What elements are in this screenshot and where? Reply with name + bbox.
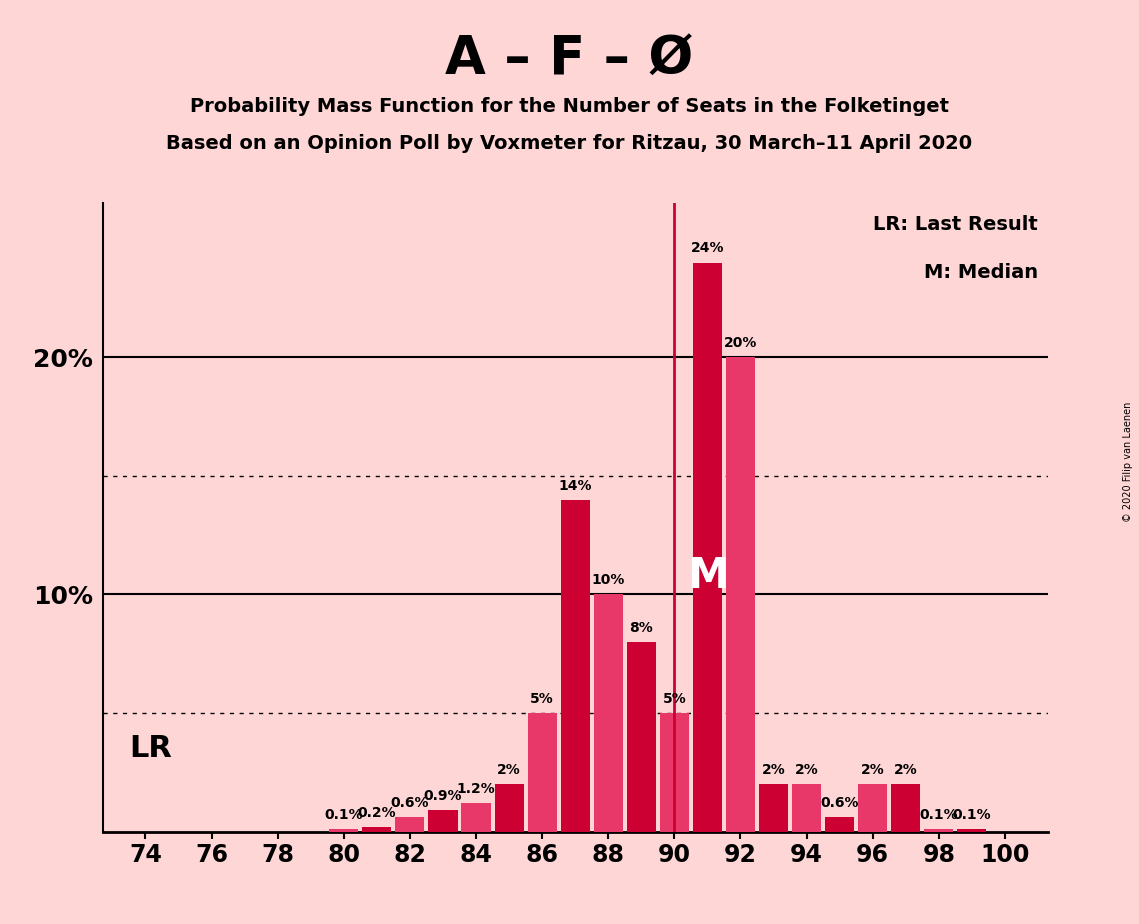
Text: LR: LR [129, 734, 172, 763]
Text: 5%: 5% [663, 692, 686, 706]
Text: 2%: 2% [762, 763, 786, 777]
Text: 14%: 14% [558, 479, 592, 492]
Text: 10%: 10% [591, 574, 625, 588]
Bar [494, 784, 524, 832]
Text: 0.1%: 0.1% [325, 808, 363, 822]
Text: M: Median: M: Median [924, 262, 1038, 282]
Text: 20%: 20% [723, 336, 757, 350]
Text: 0.2%: 0.2% [358, 806, 396, 820]
Bar [659, 713, 689, 832]
Bar [428, 810, 458, 832]
Bar [792, 784, 821, 832]
Text: 2%: 2% [894, 763, 918, 777]
Text: 8%: 8% [630, 621, 653, 635]
Text: 5%: 5% [531, 692, 554, 706]
Text: 1.2%: 1.2% [457, 782, 495, 796]
Text: Probability Mass Function for the Number of Seats in the Folketinget: Probability Mass Function for the Number… [190, 97, 949, 116]
Text: 2%: 2% [861, 763, 885, 777]
Text: M: M [687, 554, 728, 597]
Text: 0.6%: 0.6% [391, 796, 429, 810]
Text: Based on an Opinion Poll by Voxmeter for Ritzau, 30 March–11 April 2020: Based on an Opinion Poll by Voxmeter for… [166, 134, 973, 153]
Text: 0.1%: 0.1% [919, 808, 958, 822]
Bar [461, 803, 491, 832]
Bar [593, 594, 623, 832]
Text: © 2020 Filip van Laenen: © 2020 Filip van Laenen [1123, 402, 1132, 522]
Bar [957, 829, 986, 832]
Text: 24%: 24% [690, 241, 724, 255]
Bar [726, 358, 755, 832]
Text: 0.9%: 0.9% [424, 789, 462, 803]
Text: 0.6%: 0.6% [820, 796, 859, 810]
Text: 2%: 2% [498, 763, 521, 777]
Bar [825, 818, 854, 832]
Bar [329, 829, 359, 832]
Bar [560, 500, 590, 832]
Bar [362, 827, 392, 832]
Text: 2%: 2% [795, 763, 819, 777]
Bar [759, 784, 788, 832]
Text: 0.1%: 0.1% [952, 808, 991, 822]
Bar [924, 829, 953, 832]
Bar [626, 642, 656, 832]
Bar [891, 784, 920, 832]
Bar [395, 818, 425, 832]
Bar [527, 713, 557, 832]
Text: A – F – Ø: A – F – Ø [445, 32, 694, 84]
Bar [693, 262, 722, 832]
Text: LR: Last Result: LR: Last Result [874, 215, 1038, 234]
Bar [858, 784, 887, 832]
